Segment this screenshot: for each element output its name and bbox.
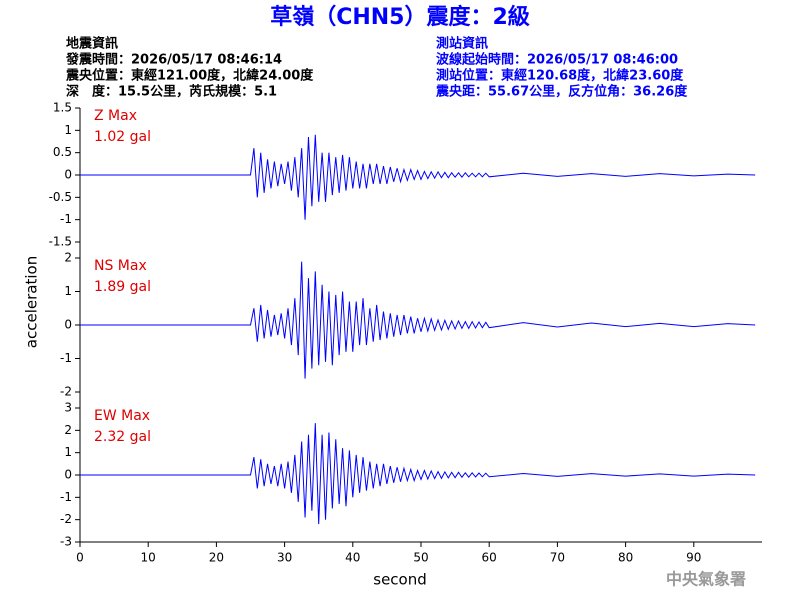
- y-tick-label: 3: [64, 401, 72, 415]
- info-line: 地震資訊: [66, 36, 118, 52]
- station-line: 測站位置：東經120.68度，北緯23.60度: [436, 68, 684, 84]
- y-tick-label: -1.5: [49, 235, 72, 249]
- x-tick-label: 10: [141, 551, 156, 565]
- info-line: 震央位置：東經121.00度，北緯24.00度: [65, 68, 314, 84]
- x-tick-label: 20: [209, 551, 224, 565]
- panel-label: NS Max: [94, 258, 147, 274]
- waveform: [80, 134, 756, 220]
- x-tick-label: 40: [345, 551, 360, 565]
- panel-label: EW Max: [94, 408, 150, 424]
- y-tick-label: -1: [60, 351, 72, 365]
- waveform: [80, 261, 756, 379]
- y-tick-label: 2: [64, 423, 72, 437]
- y-axis-label: acceleration: [23, 256, 41, 348]
- station-line: 波線起始時間：2026/05/17 08:46:00: [436, 52, 678, 68]
- y-tick-label: -1: [60, 490, 72, 504]
- y-tick-label: 1.5: [53, 101, 72, 115]
- y-tick-label: -2: [60, 385, 72, 399]
- x-axis-label: second: [373, 571, 427, 589]
- x-tick-label: 60: [482, 551, 497, 565]
- panel-max: 1.89 gal: [94, 279, 151, 295]
- y-tick-label: 0: [64, 468, 72, 482]
- info-line: 深 度：15.5公里，芮氏規模：5.1: [66, 84, 277, 100]
- y-tick-label: 2: [64, 251, 72, 265]
- info-line: 發震時間：2026/05/17 08:46:14: [65, 52, 282, 68]
- panel-label: Z Max: [94, 108, 137, 124]
- station-line: 震央距：55.67公里，反方位角：36.26度: [435, 84, 688, 100]
- panel-max: 2.32 gal: [94, 429, 151, 445]
- watermark: 中央氣象署: [666, 570, 746, 589]
- y-tick-label: -0.5: [49, 190, 72, 204]
- waveform: [80, 423, 756, 525]
- x-tick-label: 70: [550, 551, 565, 565]
- y-tick-label: 1: [64, 123, 72, 137]
- x-tick-label: 0: [76, 551, 84, 565]
- y-tick-label: 1: [64, 445, 72, 459]
- x-tick-label: 50: [413, 551, 428, 565]
- y-tick-label: 0.5: [53, 145, 72, 159]
- y-tick-label: -2: [60, 512, 72, 526]
- x-tick-label: 30: [277, 551, 292, 565]
- station-line: 測站資訊: [436, 36, 488, 52]
- x-tick-label: 80: [618, 551, 633, 565]
- y-tick-label: 1: [64, 284, 72, 298]
- x-tick-label: 90: [686, 551, 701, 565]
- chart-title: 草嶺（CHN5）震度：2級: [270, 4, 530, 30]
- y-tick-label: -3: [60, 535, 72, 549]
- y-tick-label: -1: [60, 212, 72, 226]
- y-tick-label: 0: [64, 168, 72, 182]
- panel-max: 1.02 gal: [94, 129, 151, 145]
- y-tick-label: 0: [64, 318, 72, 332]
